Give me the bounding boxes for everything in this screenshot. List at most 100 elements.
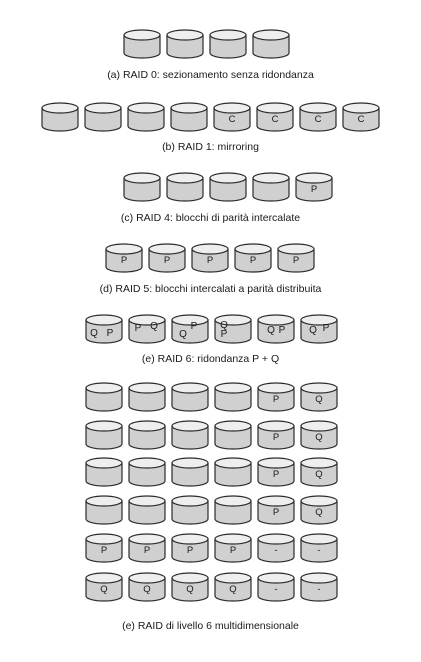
disk: Q [300,457,338,487]
disk: - [300,533,338,563]
disk: Q [300,495,338,525]
disk [209,29,247,59]
disk: P [191,243,229,273]
disk-label: P [273,394,279,405]
disk: P [214,533,252,563]
disk [127,102,165,132]
disk [171,495,209,525]
disk [170,102,208,132]
disk: P [148,243,186,273]
disk-label: Q [315,394,322,405]
disk [252,172,290,202]
disk-label: P [187,545,193,556]
disk: Q [85,572,123,602]
disk-label: - [317,584,320,595]
disk-label: P [273,469,279,480]
disk-label: P [121,255,127,266]
disk [123,172,161,202]
disk: C [256,102,294,132]
disk: Q [300,420,338,450]
disk-label: P [323,323,330,334]
disk-label: P [164,255,170,266]
disk: Q [128,572,166,602]
disk-label: C [229,114,236,125]
disk: C [342,102,380,132]
disk [171,382,209,412]
disk [41,102,79,132]
disk [85,457,123,487]
disk [85,495,123,525]
disk: - [257,533,295,563]
disk [85,420,123,450]
disk-label: Q [315,432,322,443]
disk [84,102,122,132]
disk: - [300,572,338,602]
disk-label: P [311,184,317,195]
disk-label: P [101,545,107,556]
disk-label: P [144,545,150,556]
disk-label: Q [186,584,193,595]
disk: C [299,102,337,132]
disk: P [257,495,295,525]
disk-label: Q [220,320,228,331]
disk-label: P [107,328,114,339]
disk [128,495,166,525]
disk-label: Q [90,328,98,339]
disk-label: P [191,321,198,332]
disk-label: - [274,545,277,556]
disk-label: Q [143,584,150,595]
disk [214,420,252,450]
disk: P [85,533,123,563]
disk [166,172,204,202]
disk-label: Q [315,507,322,518]
disk: P [257,382,295,412]
disk [128,420,166,450]
disk: Q [214,572,252,602]
disk-label: - [274,584,277,595]
caption-raid5: (d) RAID 5: blocchi intercalati a parità… [99,283,322,295]
disk: Q [171,572,209,602]
disk-label: P [221,329,228,340]
disk [214,382,252,412]
disk [85,382,123,412]
disk-label: C [358,114,365,125]
disk-label: P [273,507,279,518]
disk: Q [300,382,338,412]
disk [209,172,247,202]
disk-label: Q [315,469,322,480]
disk [123,29,161,59]
disk: P [257,457,295,487]
disk-label: Q [100,584,107,595]
disk: P [128,533,166,563]
caption-raid1: (b) RAID 1: mirroring [162,141,259,153]
disk-label: Q [150,321,158,332]
caption-raid6-multidimensional: (e) RAID di livello 6 multidimensionale [122,620,299,632]
disk-label: Q [309,325,317,336]
caption-raid0: (a) RAID 0: sezionamento senza ridondanz… [107,69,314,81]
disk-label: P [279,325,286,336]
disk: QP [214,314,252,344]
disk-label: P [250,255,256,266]
disk-label: Q [229,584,236,595]
disk-label: P [273,432,279,443]
disk: - [257,572,295,602]
disk-label: - [317,545,320,556]
disk-label: P [230,545,236,556]
caption-raid4: (c) RAID 4: blocchi di parità intercalat… [120,212,301,224]
disk-label: Q [267,325,275,336]
disk-label: C [272,114,279,125]
disk [171,457,209,487]
disk: P [257,420,295,450]
disk [128,457,166,487]
disk [214,457,252,487]
disk-label: C [315,114,322,125]
disk-label: P [293,255,299,266]
disk [171,420,209,450]
disk: P [105,243,143,273]
disk: QP [171,314,209,344]
disk [214,495,252,525]
